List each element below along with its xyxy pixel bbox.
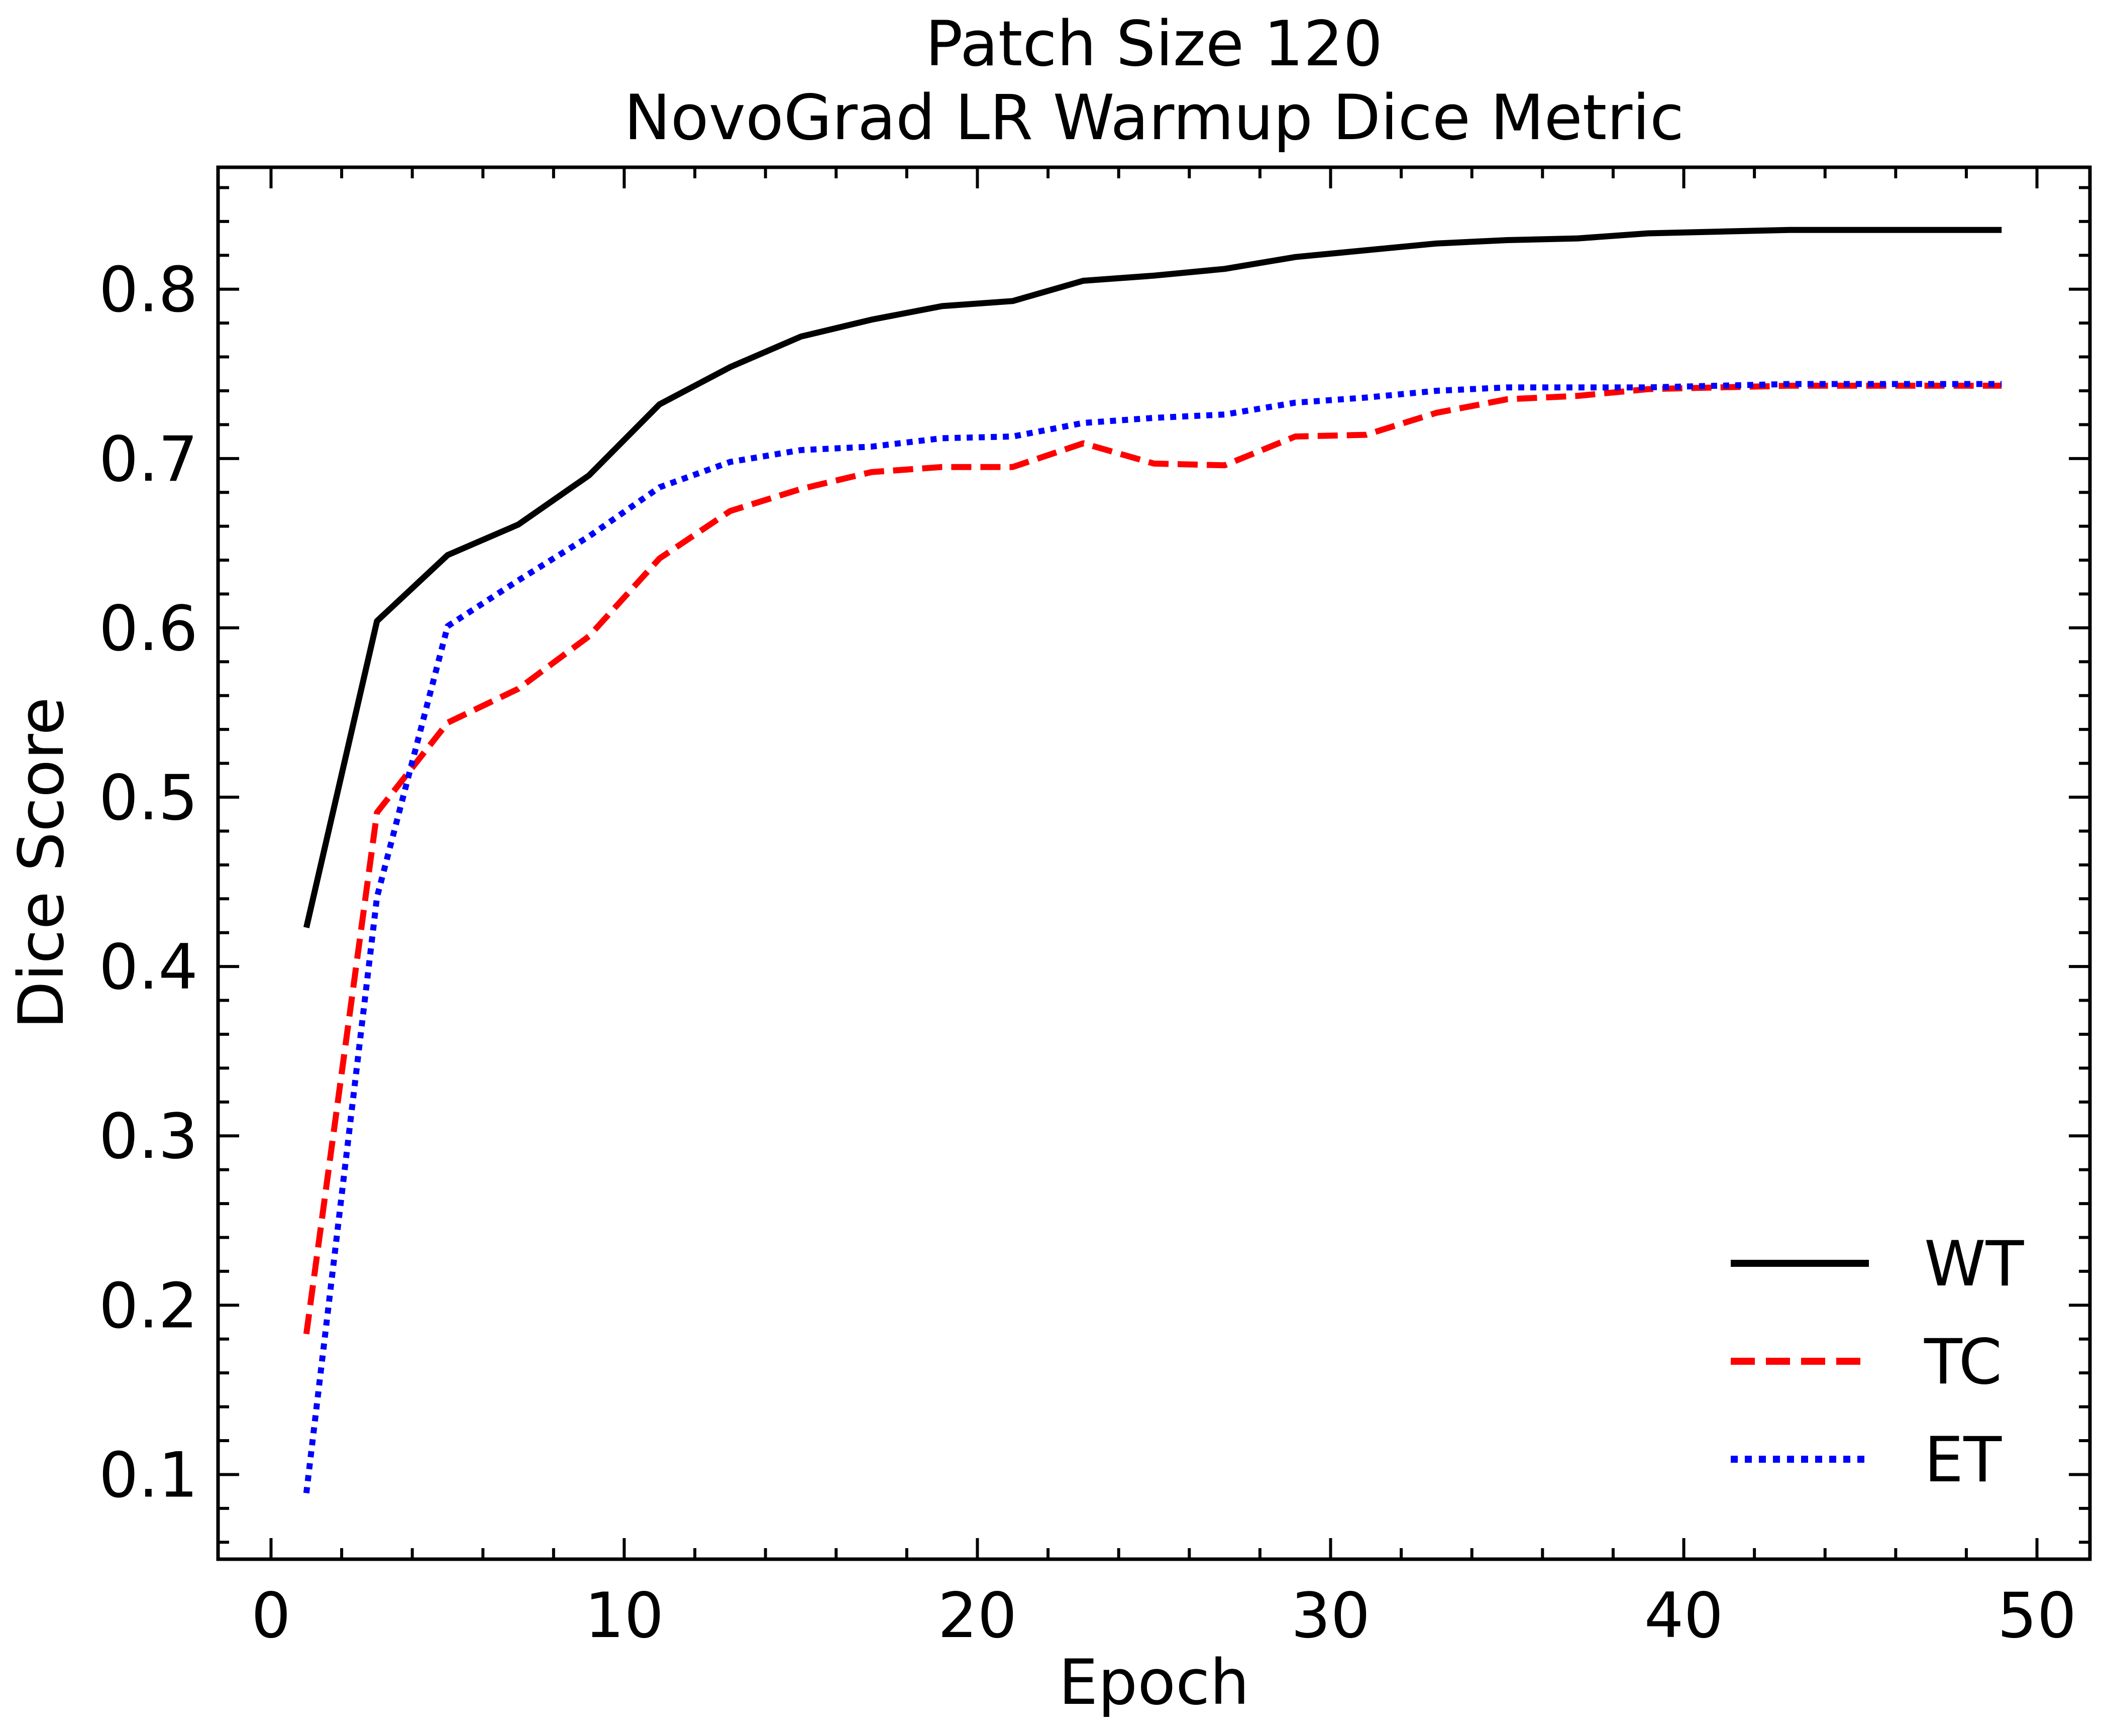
x-tick-label: 40 [1644,1580,1724,1652]
tick-labels: 0 10 20 30 40 50 0.1 0.2 0.3 0.4 0.5 0.6 0.7 0.8 [99,254,2077,1652]
x-tick-label: 20 [938,1580,1017,1652]
series-line-tc [303,382,2002,1335]
x-tick-label: 0 [251,1580,291,1652]
y-tick-label: 0.3 [99,1101,198,1173]
y-tick-label: 0.8 [99,254,198,327]
series-line-wt [303,227,2002,928]
axis-ticks [218,167,2090,1559]
chart-title: Patch Size 120 [925,8,1383,80]
legend: WT TC ET [1731,1228,2025,1496]
chart-subtitle: NovoGrad LR Warmup Dice Metric [624,82,1684,154]
plot-frame [216,165,2092,1561]
series-lines [303,227,2002,1494]
legend-label-tc: TC [1924,1326,2002,1398]
x-axis-label: Epoch [1059,1647,1249,1719]
y-tick-label: 0.4 [99,931,198,1004]
y-axis-label: Dice Score [6,697,78,1029]
y-tick-label: 0.7 [99,423,198,496]
y-tick-label: 0.5 [99,762,198,834]
x-tick-label: 50 [1998,1580,2077,1652]
x-tick-label: 10 [585,1580,664,1652]
x-tick-label: 30 [1291,1580,1371,1652]
y-tick-label: 0.6 [99,593,198,665]
y-tick-label: 0.2 [99,1270,198,1342]
legend-label-wt: WT [1924,1228,2025,1300]
legend-label-et: ET [1924,1424,2002,1496]
plot-area: 0 10 20 30 40 50 0.1 0.2 0.3 0.4 0.5 0.6 0.7 0.8 [99,165,2092,1652]
y-tick-label: 0.1 [99,1439,198,1511]
